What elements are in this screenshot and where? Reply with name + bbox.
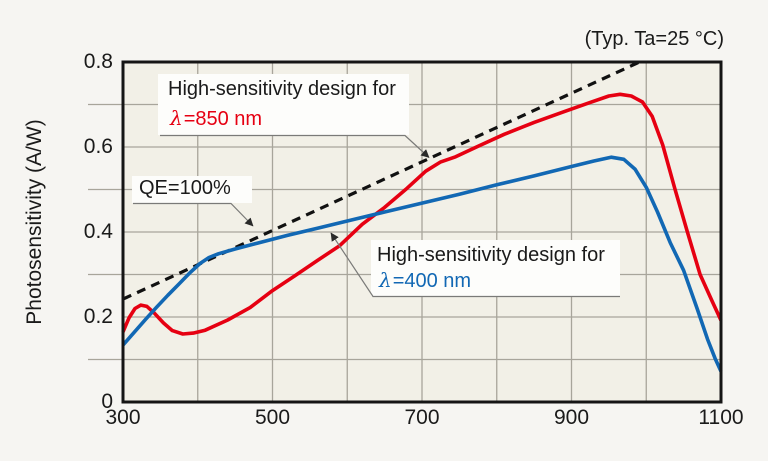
y-tick-label: 0.6 [83,135,113,158]
x-tick-label: 500 [254,406,291,429]
annotation-850-line1: High-sensitivity design for [168,78,396,100]
annotation-400-line1: High-sensitivity design for [377,244,605,266]
y-tick-label: 0.8 [83,50,113,73]
x-tick-label: 300 [105,406,141,429]
annotation-850-line2: λ=850 nm [170,107,262,131]
annotation-400-value: =400 nm [392,270,472,292]
annotation-qe: QE=100% [139,177,231,199]
annotation-400-line2: λ=400 nm [379,269,471,293]
x-tick-label: 700 [404,406,440,429]
y-tick-label: 0.2 [83,305,113,328]
annotation-850-value: =850 nm [183,108,263,130]
lambda-symbol: λ [170,106,183,130]
lambda-symbol: λ [379,268,392,292]
typ-condition-note: (Typ. Ta=25 °C) [584,28,724,50]
y-tick-label: 0.4 [83,220,113,243]
y-tick-label: 0 [101,390,113,413]
x-tick-label: 1100 [698,406,744,429]
x-tick-label: 900 [553,406,590,429]
